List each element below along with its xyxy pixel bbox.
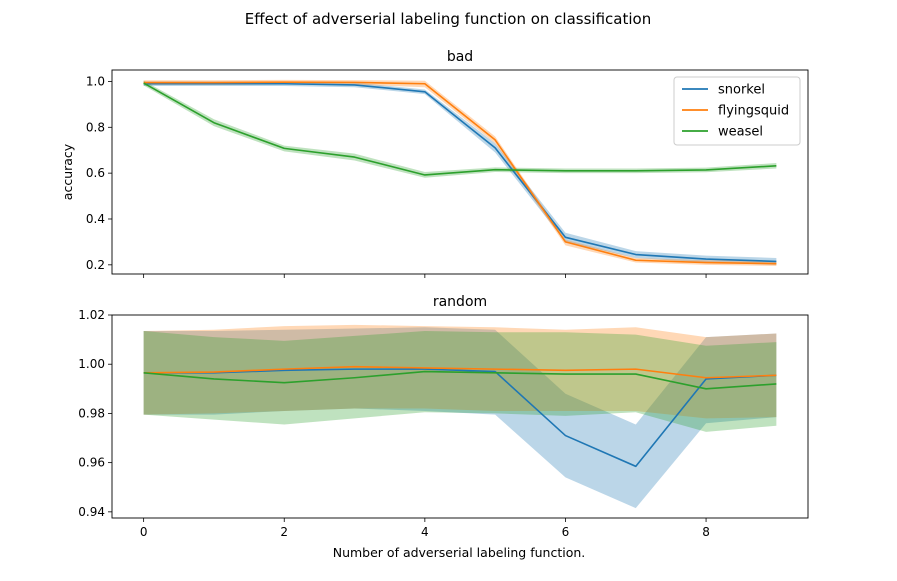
axes-frame <box>111 314 809 519</box>
x-axis-label: Number of adverserial labeling function. <box>333 545 586 560</box>
panel-title: random <box>433 294 487 310</box>
y-tick-label: 0.6 <box>86 166 105 180</box>
x-tick-label: 8 <box>702 525 710 539</box>
y-axis-label: accuracy <box>60 143 75 200</box>
plot-area <box>143 79 777 266</box>
y-tick-label: 1.00 <box>78 357 105 371</box>
y-tick-label: 0.8 <box>86 120 105 134</box>
panel-random: random 0.94 0.96 0.98 1.00 1.02 0 2 4 6 8 <box>78 294 809 539</box>
panel-bad: bad 0.2 0.4 0.6 0.8 1.0 accuracy snorkel flyings… <box>60 49 809 278</box>
axes-frame <box>111 69 809 275</box>
series-line-flyingsquid <box>143 365 777 379</box>
legend-label-weasel: weasel <box>718 125 763 140</box>
x-tick-label: 2 <box>280 525 288 539</box>
y-tick-label: 0.94 <box>78 505 105 519</box>
plot-area <box>143 324 777 509</box>
series-line-weasel <box>143 370 777 390</box>
y-tick-label: 1.02 <box>78 308 105 322</box>
x-tick-label: 0 <box>140 525 148 539</box>
legend-label-snorkel: snorkel <box>718 83 765 98</box>
x-tick-label: 6 <box>562 525 570 539</box>
x-tick-label: 4 <box>421 525 429 539</box>
legend-label-flyingsquid: flyingsquid <box>718 104 789 119</box>
confidence-band-snorkel <box>143 81 777 265</box>
panel-title: bad <box>447 49 473 65</box>
confidence-band-weasel <box>143 80 777 178</box>
figure-suptitle: Effect of adverserial labeling function … <box>245 10 651 28</box>
confidence-band-weasel <box>143 330 777 432</box>
series-line-weasel <box>143 82 777 176</box>
y-tick-label: 0.4 <box>86 212 105 226</box>
confidence-band-snorkel <box>143 327 777 509</box>
y-tick-label: 0.2 <box>86 258 105 272</box>
legend-box <box>673 76 801 146</box>
series-line-snorkel <box>143 82 777 263</box>
y-tick-label: 1.0 <box>86 74 105 88</box>
series-line-flyingsquid <box>143 81 777 265</box>
y-tick-label: 0.96 <box>78 456 105 470</box>
series-line-snorkel <box>143 368 777 468</box>
y-tick-label: 0.98 <box>78 406 105 420</box>
